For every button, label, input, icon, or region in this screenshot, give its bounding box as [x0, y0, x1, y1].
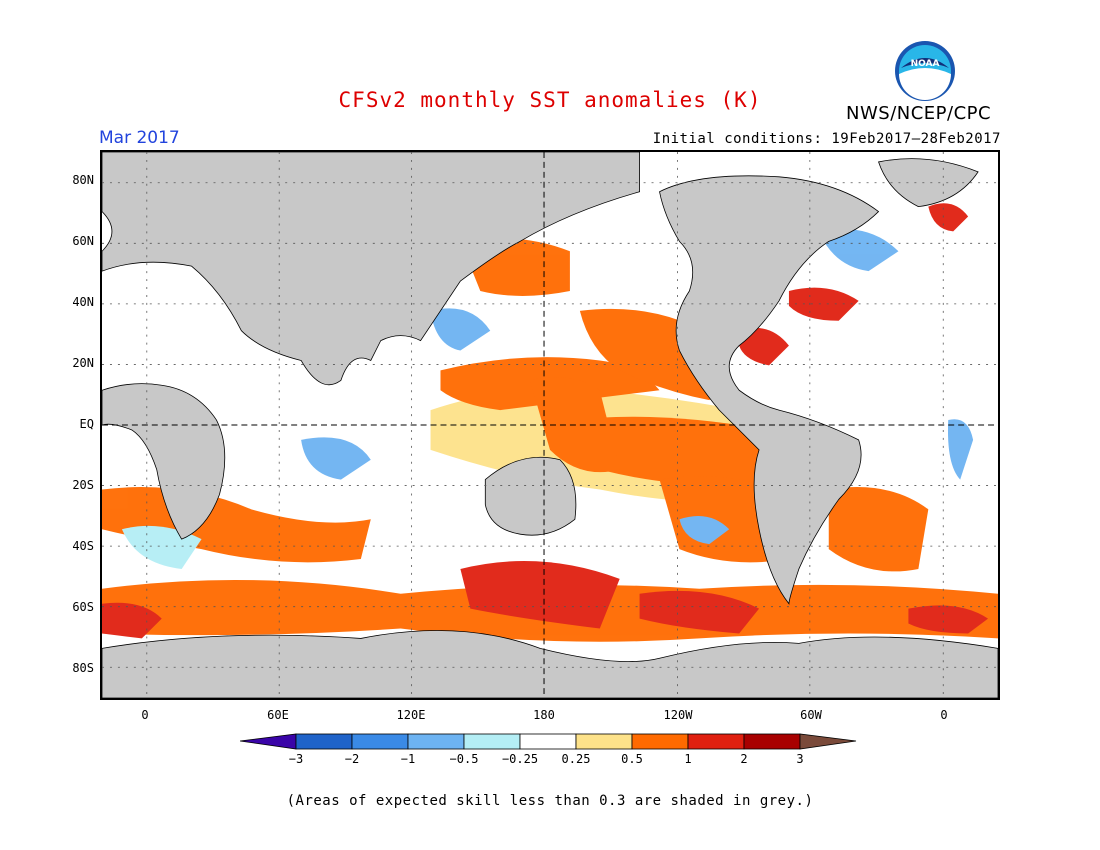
lat-label: 80S	[72, 661, 94, 675]
lat-label: 60S	[72, 600, 94, 614]
colorbar-box	[519, 733, 577, 750]
colorbar	[240, 733, 857, 750]
colorbar-tick-label: 2	[740, 752, 748, 766]
colorbar-box	[463, 733, 521, 750]
equator-dateline	[102, 152, 998, 698]
initial-conditions-label: Initial conditions: 19Feb2017–28Feb2017	[652, 131, 1001, 147]
valid-month-label: Mar 2017	[99, 128, 180, 148]
agency-label: NWS/NCEP/CPC	[846, 103, 992, 124]
lat-label: 20S	[72, 478, 94, 492]
lon-label: 120E	[396, 708, 426, 722]
colorbar-tick-label: −3	[288, 752, 304, 766]
map-title: CFSv2 monthly SST anomalies (K)	[338, 88, 762, 112]
colorbar-box	[743, 733, 801, 750]
colorbar-box	[631, 733, 689, 750]
noaa-logo: NOAA	[895, 41, 955, 101]
colorbar-tick-label: 0.5	[621, 752, 643, 766]
lon-label: 180	[533, 708, 555, 722]
colorbar-max-triangle	[799, 733, 857, 750]
lon-label: 60E	[267, 708, 289, 722]
lon-label: 0	[940, 708, 948, 722]
colorbar-box	[687, 733, 745, 750]
lon-label: 60W	[800, 708, 822, 722]
svg-text:NOAA: NOAA	[911, 59, 940, 69]
colorbar-tick-label: −1	[400, 752, 416, 766]
colorbar-tick-label: −0.25	[501, 752, 539, 766]
skill-note: (Areas of expected skill less than 0.3 a…	[286, 793, 814, 809]
colorbar-tick-label: −0.5	[449, 752, 479, 766]
colorbar-box	[295, 733, 353, 750]
lat-label: 60N	[72, 234, 94, 248]
lon-label: 0	[141, 708, 149, 722]
colorbar-tick-label: −2	[344, 752, 360, 766]
land-masses	[102, 152, 998, 698]
colorbar-box	[575, 733, 633, 750]
lat-label: 40N	[72, 295, 94, 309]
colorbar-box	[407, 733, 465, 750]
lat-label: 80N	[72, 173, 94, 187]
lon-label: 120W	[663, 708, 693, 722]
lat-label: 40S	[72, 539, 94, 553]
lat-label: EQ	[79, 417, 94, 431]
colorbar-tick-label: 0.25	[561, 752, 591, 766]
graticule	[102, 152, 998, 698]
lat-label: 20N	[72, 356, 94, 370]
colorbar-tick-label: 3	[796, 752, 804, 766]
colorbar-min-triangle	[240, 733, 297, 750]
sst-anomaly-map	[100, 150, 1000, 700]
colorbar-box	[351, 733, 409, 750]
colorbar-tick-label: 1	[684, 752, 692, 766]
